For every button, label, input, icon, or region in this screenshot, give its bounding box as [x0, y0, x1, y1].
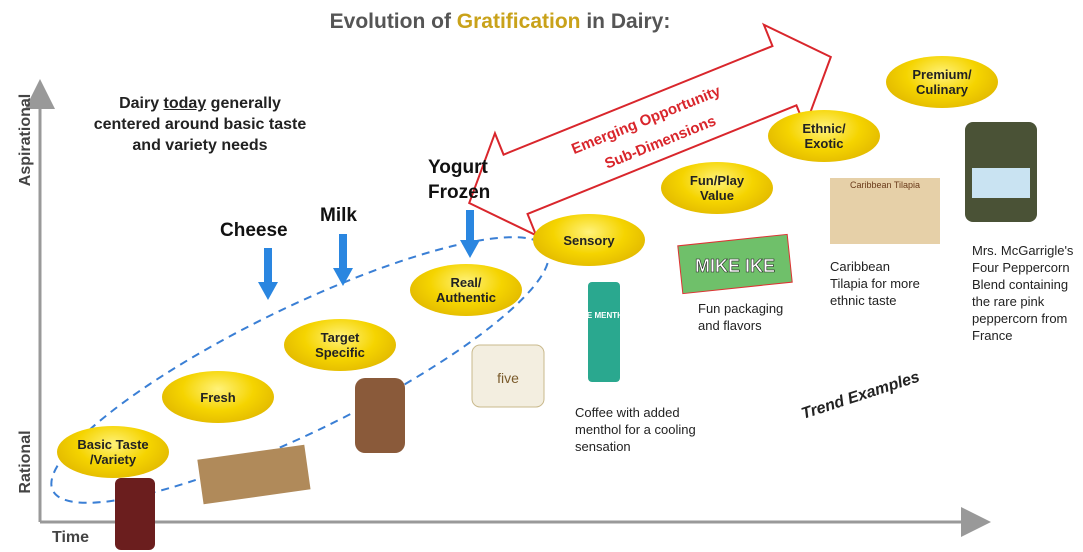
node: Fresh: [162, 371, 274, 423]
category-label: Milk: [320, 205, 357, 227]
product-label: FIRE MENTHOL: [574, 311, 634, 320]
caption: Caribbean Tilapia for more ethnic taste: [830, 258, 930, 309]
note-part: Dairy: [119, 95, 163, 112]
node: Ethnic/ Exotic: [768, 110, 880, 162]
note-emphasis: today: [164, 95, 207, 112]
product-label: five: [497, 370, 519, 386]
caption: Fun packaging and flavors: [698, 300, 788, 334]
node: Premium/ Culinary: [886, 56, 998, 108]
node: Sensory: [533, 214, 645, 266]
node: Basic Taste /Variety: [57, 426, 169, 478]
node: Target Specific: [284, 319, 396, 371]
slide: Emerging Opportunity Sub-Dimensions FIRE…: [0, 0, 1083, 552]
title-part: in Dairy:: [580, 10, 670, 33]
caption: Coffee with added menthol for a cooling …: [575, 404, 725, 455]
product-label: Caribbean Tilapia: [850, 180, 920, 190]
caption: Mrs. McGarrigle's Four Peppercorn Blend …: [972, 242, 1082, 344]
category-label: Cheese: [220, 220, 288, 242]
category-label: Yogurt Frozen: [428, 155, 508, 205]
x-axis-label: Time: [52, 529, 89, 546]
y-axis-bottom-label: Rational: [17, 430, 34, 493]
node: Real/ Authentic: [410, 264, 522, 316]
note: Dairy today generally centered around ba…: [85, 93, 315, 156]
node: Fun/Play Value: [661, 162, 773, 214]
y-axis-top-label: Aspirational: [17, 94, 34, 186]
product-label: MIKE IKE: [695, 256, 775, 276]
title-part: Evolution of: [330, 10, 457, 33]
trend-label: Trend Examples: [799, 369, 922, 423]
title-highlight: Gratification: [457, 10, 581, 33]
title: Evolution of Gratification in Dairy:: [0, 10, 1000, 34]
